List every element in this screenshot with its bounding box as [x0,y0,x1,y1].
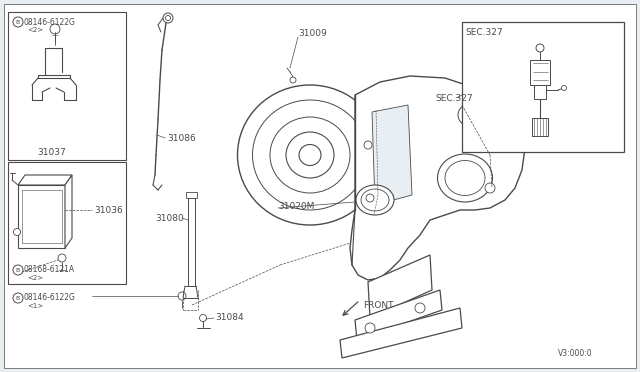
Bar [534,85,546,99]
Polygon shape [368,255,432,318]
Ellipse shape [438,154,493,202]
Ellipse shape [361,189,389,211]
Bar [532,118,548,136]
Circle shape [485,183,495,193]
Text: 31020M: 31020M [278,202,314,211]
Circle shape [536,44,544,52]
Text: <2>: <2> [27,27,43,33]
Polygon shape [350,76,525,280]
Polygon shape [355,290,442,340]
Text: 31036: 31036 [94,205,123,215]
Ellipse shape [286,132,334,178]
Text: <1>: <1> [27,303,44,309]
Bar [8,162,126,284]
Ellipse shape [237,85,383,225]
Text: 31009: 31009 [298,29,327,38]
Polygon shape [372,105,412,205]
Circle shape [415,303,425,313]
Circle shape [365,323,375,333]
Polygon shape [18,185,65,248]
Circle shape [178,292,186,300]
Text: FRONT: FRONT [363,301,394,310]
Circle shape [200,314,207,321]
Circle shape [13,228,20,235]
Circle shape [50,24,60,34]
Ellipse shape [270,117,350,193]
Circle shape [13,293,23,303]
Circle shape [13,17,23,27]
Circle shape [561,86,566,90]
Ellipse shape [458,101,498,129]
Text: <2>: <2> [27,275,43,281]
Bar [188,198,195,286]
Text: 08146-6122G: 08146-6122G [24,294,76,302]
Text: 08168-6121A: 08168-6121A [24,266,75,275]
Circle shape [58,254,66,262]
Ellipse shape [356,185,394,215]
Ellipse shape [299,144,321,166]
Text: B: B [16,267,20,273]
Text: 31084: 31084 [215,314,244,323]
Polygon shape [340,308,462,358]
Circle shape [290,77,296,83]
Circle shape [13,265,23,275]
Ellipse shape [445,160,485,196]
Text: SEC.327: SEC.327 [465,28,502,36]
Bar [8,12,126,160]
Bar [530,60,550,85]
Text: 31086: 31086 [167,134,196,142]
Polygon shape [65,175,72,248]
Text: 31037: 31037 [38,148,67,157]
Text: SEC.327: SEC.327 [435,93,472,103]
Text: 31080: 31080 [155,214,184,222]
Polygon shape [18,175,72,185]
Ellipse shape [253,100,367,210]
Text: B: B [16,295,20,301]
Circle shape [366,194,374,202]
Circle shape [166,16,170,20]
Text: B: B [16,19,20,25]
Text: V3:000:0: V3:000:0 [558,350,593,359]
Bar [462,22,624,152]
Circle shape [364,141,372,149]
Text: 08146-6122G: 08146-6122G [24,17,76,26]
Circle shape [163,13,173,23]
Bar [186,192,197,198]
